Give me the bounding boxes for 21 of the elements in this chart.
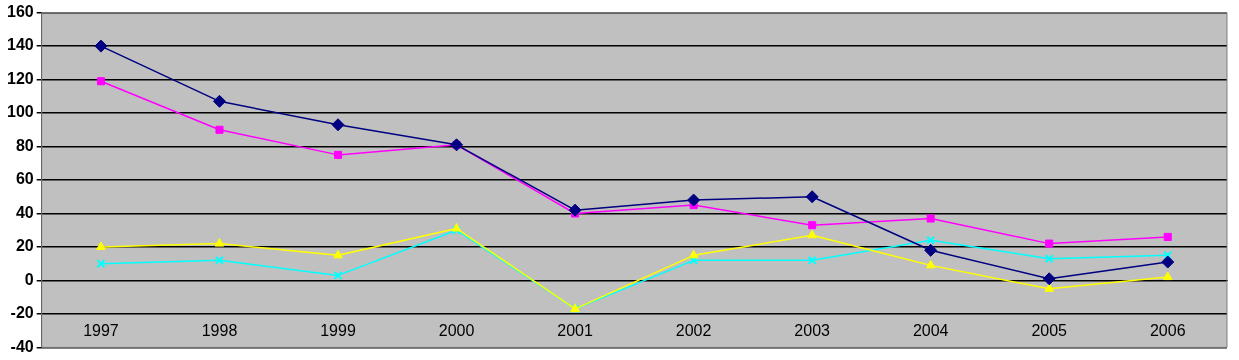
x-tick-label: 1997 — [83, 322, 119, 340]
y-tick-label: 120 — [6, 69, 34, 87]
y-tick-label: 80 — [15, 136, 34, 154]
y-tick-label: 40 — [15, 203, 34, 221]
y-tick-label: 0 — [24, 270, 34, 288]
y-tick-label: 140 — [6, 36, 34, 54]
y-tick-label: 60 — [15, 170, 34, 188]
y-tick-label: 100 — [6, 103, 34, 121]
x-tick-label: 2003 — [794, 322, 831, 340]
x-tick-label: 2001 — [557, 322, 593, 340]
y-tick-label: -40 — [10, 337, 34, 355]
x-tick-label: 2006 — [1149, 322, 1186, 340]
x-tick-label: 2005 — [1031, 322, 1068, 340]
x-tick-label: 1999 — [320, 322, 356, 340]
x-tick-label: 1998 — [201, 322, 238, 340]
x-tick-label: 2002 — [675, 322, 712, 340]
y-tick-label: -20 — [10, 304, 34, 322]
x-tick-label: 2004 — [912, 322, 949, 340]
x-tick-label: 2000 — [438, 322, 475, 340]
y-tick-label: 160 — [6, 3, 34, 21]
y-tick-label: 20 — [15, 237, 34, 255]
